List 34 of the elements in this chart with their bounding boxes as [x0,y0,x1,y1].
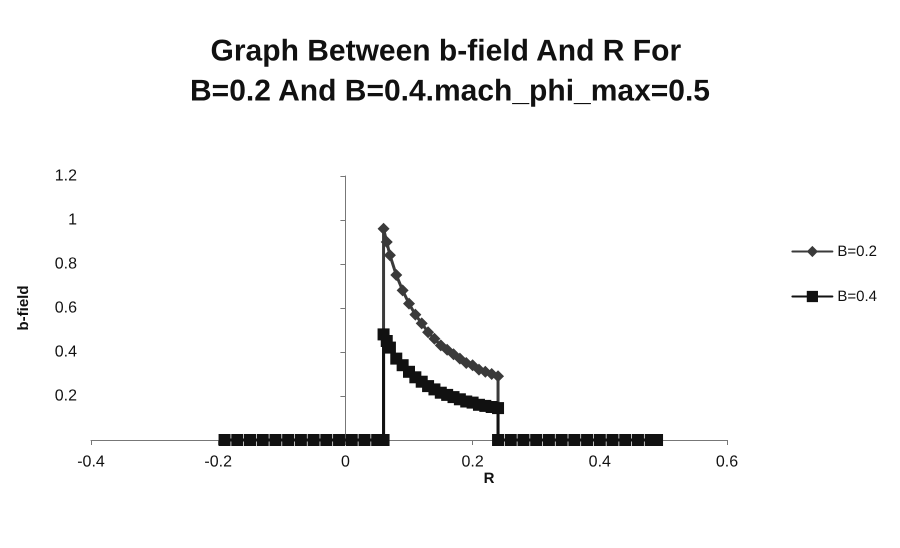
point [380,236,393,248]
x-axis-title: R [484,470,495,487]
point [448,348,460,360]
legend-label: B=0.4 [837,288,878,305]
y-axis-title: b-field [15,286,32,330]
y-tick-label: 1.2 [54,168,78,184]
point [428,332,440,345]
legend-label: B=0.2 [837,243,878,260]
y-tick-label: 0.4 [54,344,78,360]
y-tick-label: 0.2 [54,388,78,404]
x-tick-label: 0.4 [588,454,612,470]
point [390,269,402,281]
point [416,317,428,330]
point [384,342,396,354]
point [492,370,504,382]
point [441,344,454,356]
point [409,308,422,321]
x-tick-label: 0.2 [461,454,484,470]
y-tick-label: 1 [68,212,78,228]
y-tick-label: 0.8 [54,256,78,272]
point [403,298,415,310]
x-tick-label: -0.4 [77,454,105,470]
x-tick-label: -0.2 [204,454,232,470]
x-tick-label: 0.6 [716,454,738,470]
point [454,352,466,365]
point [466,359,479,372]
point [396,284,409,296]
y-tick-label: 0.6 [54,300,78,316]
point [378,222,390,235]
x-tick-label: 0 [340,454,350,470]
point [384,249,396,262]
chart-title: Graph Between b-field And R For B=0.2 And B=0.4.mach_phi_max=0.5 [190,34,710,108]
point [492,402,504,414]
point [422,326,434,338]
